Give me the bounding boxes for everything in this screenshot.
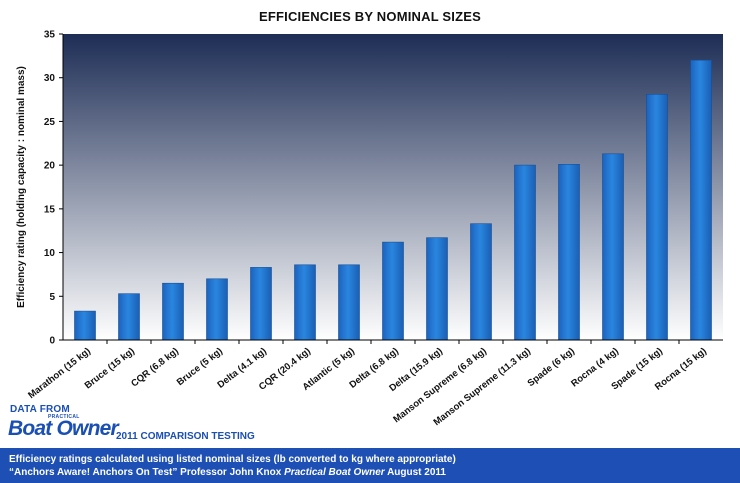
bar-14 xyxy=(690,59,712,341)
chart-title: EFFICIENCIES BY NOMINAL SIZES xyxy=(258,9,481,24)
y-tick-label-7: 35 xyxy=(44,30,56,41)
footer-bar: Efficiency ratings calculated using list… xyxy=(0,448,740,483)
y-tick-label-3: 15 xyxy=(44,204,56,215)
y-tick-label-6: 30 xyxy=(44,73,56,84)
x-tick-label-11: Spade (6 kg) xyxy=(526,346,577,389)
y-tick-label-4: 20 xyxy=(44,161,56,172)
x-tick-label-0: Marathon (15 kg) xyxy=(26,346,93,401)
bar-12 xyxy=(602,153,624,341)
footer-publication: Practical Boat Owner xyxy=(284,467,385,478)
footer-citation: “Anchors Aware! Anchors On Test” Profess… xyxy=(9,467,285,478)
y-tick-label-2: 10 xyxy=(44,248,56,259)
bar-3 xyxy=(206,278,228,341)
bar-5 xyxy=(294,264,316,341)
bar-0 xyxy=(74,310,96,341)
footer-line-1: Efficiency ratings calculated using list… xyxy=(9,454,456,465)
bar-11 xyxy=(558,164,580,341)
bar-13 xyxy=(646,94,668,341)
bar-1 xyxy=(118,293,140,341)
x-tick-label-2: CQR (6.8 kg) xyxy=(129,346,181,390)
bar-8 xyxy=(426,237,448,341)
footer-date: August 2011 xyxy=(384,467,446,478)
source-credit: DATA FROM PRACTICAL Boat Owner 2011 COMP… xyxy=(8,402,468,446)
y-axis-label: Efficiency rating (holding capacity : no… xyxy=(16,66,27,308)
logo-text: Boat Owner xyxy=(8,417,119,440)
y-tick-label-0: 0 xyxy=(49,336,55,347)
y-tick-label-5: 25 xyxy=(44,117,56,128)
bar-4 xyxy=(250,267,272,341)
comparison-label: 2011 COMPARISON TESTING xyxy=(116,431,255,442)
logo-small-text: PRACTICAL xyxy=(48,414,80,420)
y-tick-label-1: 5 xyxy=(49,292,55,303)
bar-10 xyxy=(514,164,536,341)
bar-2 xyxy=(162,282,184,341)
footer-line-2: “Anchors Aware! Anchors On Test” Profess… xyxy=(9,466,740,479)
boat-owner-logo: PRACTICAL Boat Owner xyxy=(8,414,119,442)
data-from-label: DATA FROM xyxy=(10,404,70,415)
bar-9 xyxy=(470,223,492,341)
bar-7 xyxy=(382,241,404,341)
bar-6 xyxy=(338,264,360,341)
